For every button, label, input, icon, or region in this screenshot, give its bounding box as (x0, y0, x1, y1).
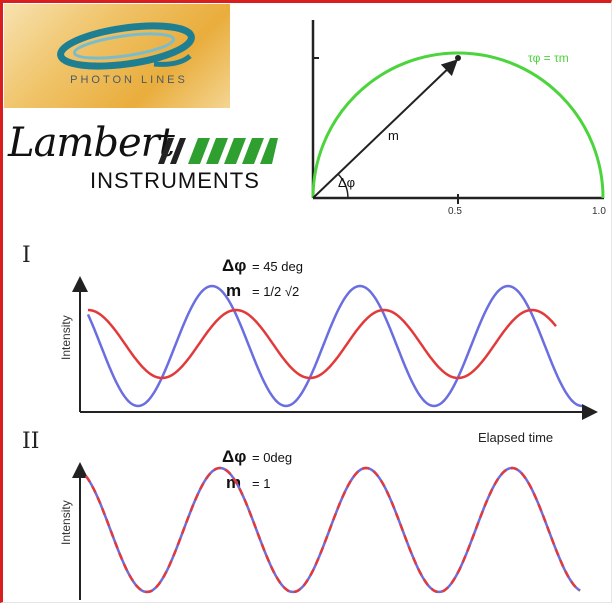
phasor-vector (312, 59, 458, 199)
panel-1: I Δφ = 45 deg m = 1/2 √2 Intensity Elaps… (22, 243, 598, 445)
panel-1-roman: I (22, 243, 31, 268)
panel-1-blue-wave (86, 284, 583, 408)
panel-1-red-wave (87, 308, 557, 380)
lambert-instruments-text: INSTRUMENTS (90, 168, 260, 193)
panel-2-dphi-value: = 0deg (252, 450, 292, 465)
universal-semicircle (311, 51, 605, 199)
phasor-angle-label: Δφ (338, 175, 355, 190)
panel-1-dphi-symbol: Δφ (222, 256, 246, 275)
lambert-stripes-icon (158, 138, 278, 164)
panel-2: II Δφ = 0deg m = 1 Intensity (22, 429, 581, 600)
panel-2-roman: II (22, 429, 39, 454)
panel-1-y-label: Intensity (59, 315, 73, 360)
panel-2-y-label: Intensity (59, 500, 73, 545)
phasor-tick-label-mid: 0.5 (448, 206, 462, 217)
phasor-curve-label: τφ = τm (528, 51, 569, 65)
phase-angle-arc (337, 173, 349, 199)
photon-lines-text: PHOTON LINES (70, 74, 188, 86)
phasor-tick-label-end: 1.0 (592, 206, 606, 217)
lambert-logo-script: Lambert (8, 120, 175, 166)
panel-2-m-value: = 1 (252, 476, 270, 491)
panel-1-dphi-value: = 45 deg (252, 259, 303, 274)
panel-1-m-value: = 1/2 √2 (252, 284, 299, 299)
panel-2-dphi-symbol: Δφ (222, 447, 246, 466)
panel-1-m-symbol: m (226, 281, 241, 300)
phasor-m-label: m (388, 128, 399, 143)
panel-2-red-wave (84, 466, 581, 594)
panel-2-m-symbol: m (226, 473, 241, 492)
panel-2-blue-wave (84, 466, 581, 594)
panel-1-x-label: Elapsed time (478, 430, 553, 445)
photon-lines-logo: PHOTON LINES (4, 4, 230, 108)
photon-lines-swirl-icon (57, 22, 195, 70)
phasor-point (455, 55, 461, 61)
phasor-diagram: m Δφ τφ = τm 0.5 1.0 (311, 20, 606, 217)
